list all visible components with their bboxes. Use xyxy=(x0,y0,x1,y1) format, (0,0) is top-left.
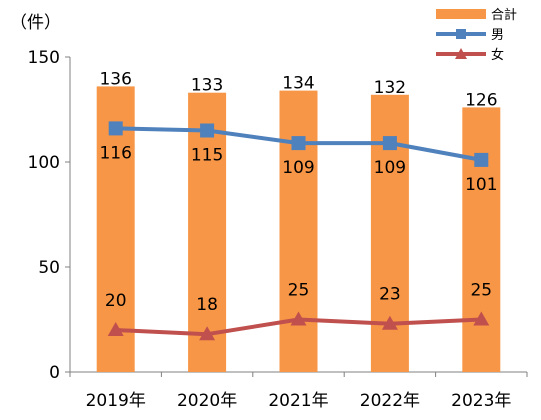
point-male xyxy=(108,121,123,136)
legend-label: 男 xyxy=(491,28,504,43)
bar-total xyxy=(188,92,227,372)
data-label-female: 20 xyxy=(105,291,127,311)
point-male xyxy=(200,123,215,138)
data-label-total: 136 xyxy=(99,69,131,89)
x-axis-tick-label: 2019年 xyxy=(86,391,146,411)
axes: 0 50 100 150 2019年 2020年 2021年 2022年 2023年 xyxy=(28,48,528,411)
data-label-male: 115 xyxy=(191,146,223,166)
data-label-total: 134 xyxy=(282,74,314,94)
bar-total xyxy=(462,107,501,373)
point-male xyxy=(382,136,397,151)
x-axis-tick-label: 2022年 xyxy=(360,391,420,411)
x-axis-tick-label: 2020年 xyxy=(177,391,237,411)
point-female xyxy=(290,311,307,326)
data-label-male: 109 xyxy=(374,158,406,178)
data-label-male: 116 xyxy=(99,143,131,163)
legend-swatch-total xyxy=(436,9,486,19)
data-label-female: 23 xyxy=(379,285,401,305)
data-label-total: 126 xyxy=(465,90,497,110)
x-axis-tick-label: 2023年 xyxy=(451,391,511,411)
legend-marker-male xyxy=(456,29,466,39)
y-axis-tick-label: 50 xyxy=(38,258,60,278)
legend-marker-female xyxy=(455,48,467,59)
legend-label: 女 xyxy=(491,47,504,63)
line-series xyxy=(107,121,490,341)
data-label-total: 132 xyxy=(374,78,406,98)
data-label-female: 18 xyxy=(196,295,218,315)
y-axis-tick-label: 0 xyxy=(49,363,60,383)
bar-total xyxy=(279,90,318,372)
y-axis-tick-label: 100 xyxy=(28,153,60,173)
point-male xyxy=(474,152,489,167)
legend-label: 合計 xyxy=(491,7,517,23)
y-axis-unit-label: （件） xyxy=(10,13,61,33)
data-label-total: 133 xyxy=(191,76,223,96)
data-label-female: 25 xyxy=(470,281,492,301)
point-female xyxy=(381,315,398,330)
point-female xyxy=(107,322,124,336)
x-axis-tick-label: 2021年 xyxy=(268,391,328,411)
data-label-male: 109 xyxy=(282,158,314,178)
y-axis-tick-label: 150 xyxy=(28,48,60,68)
point-male xyxy=(291,136,306,151)
data-label-female: 25 xyxy=(288,281,310,301)
point-female xyxy=(473,311,490,326)
data-labels: 136 133 134 132 126 116 115 109 109 101 20 18 25 23 25 xyxy=(99,69,497,315)
point-female xyxy=(199,326,216,341)
data-label-male: 101 xyxy=(465,175,497,195)
